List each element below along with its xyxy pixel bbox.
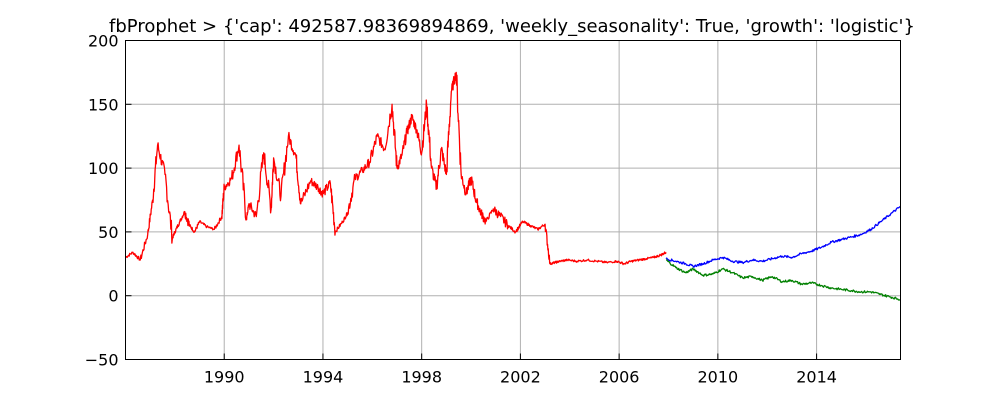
x-tick-label: 1998 [401, 368, 442, 387]
series-line-1 [665, 205, 901, 268]
x-axis: 1990 1994 1998 2002 2006 2010 2014 [204, 353, 837, 387]
series-layer [125, 71, 901, 301]
x-tick-label: 1990 [204, 368, 245, 387]
plot-frame [125, 40, 901, 360]
y-axis: −50 0 50 100 150 200 [85, 32, 132, 370]
chart-title: fbProphet > {'cap': 492587.98369894869, … [109, 16, 915, 37]
x-tick-label: 2006 [599, 368, 640, 387]
y-tick-label: 100 [88, 159, 119, 178]
x-tick-label: 1994 [303, 368, 344, 387]
y-tick-label: 0 [108, 287, 118, 306]
x-tick-label: 2010 [697, 368, 738, 387]
y-tick-label: 150 [88, 95, 119, 114]
y-tick-label: 200 [88, 32, 119, 51]
grid-lines [125, 40, 901, 360]
series-line-0 [125, 71, 667, 266]
series-line-2 [665, 259, 901, 301]
x-tick-label: 2014 [796, 368, 837, 387]
y-tick-label: −50 [85, 351, 119, 370]
x-tick-label: 2002 [500, 368, 541, 387]
y-tick-label: 50 [98, 223, 118, 242]
